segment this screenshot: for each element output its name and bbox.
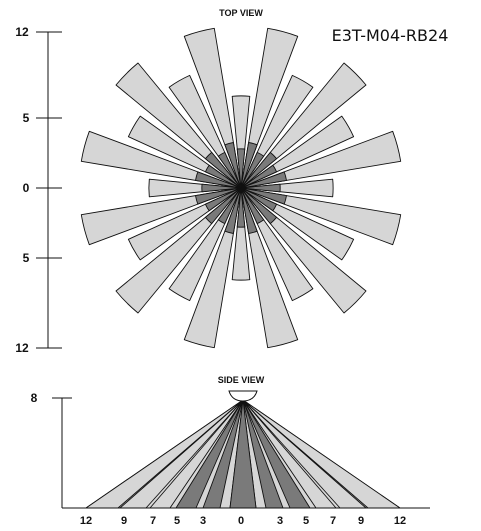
floor-label-9-left: 9 (121, 515, 127, 527)
scale-label-12-top: 12 (15, 25, 29, 39)
outer-zone-wedge-12 (231, 187, 251, 281)
side-label-8: 8 (31, 391, 38, 405)
inner-zone-wedge-19 (195, 171, 242, 189)
inner-zone-wedge-8 (240, 187, 278, 212)
floor-label-3-left: 3 (200, 515, 206, 527)
side-beam-8 (242, 399, 337, 509)
inner-zone-wedge-15 (204, 187, 242, 225)
scale-label-5-bottom: 5 (23, 251, 30, 265)
side-beam-6 (242, 399, 284, 509)
side-beam-4 (202, 399, 244, 509)
scale-label-12-bottom: 12 (15, 341, 29, 355)
inner-zone-wedge-0 (236, 148, 246, 189)
inner-zone-wedge-16 (204, 187, 242, 212)
model-number: E3T-M04-RB24 (332, 26, 449, 45)
floor-label-0: 0 (238, 515, 244, 527)
inner-zone-wedge-22 (217, 151, 242, 189)
inner-zone-wedge-6 (240, 183, 281, 193)
inner-zone-wedge-11 (240, 187, 258, 234)
inner-zone-wedge-5 (240, 171, 287, 189)
floor-label-12-right: 12 (394, 515, 406, 527)
floor-label-12-left: 12 (80, 515, 92, 527)
side-beam-5 (229, 399, 257, 509)
inner-zone-wedge-13 (224, 187, 242, 234)
sensor-dome-icon (228, 390, 258, 402)
outer-zone-wedge-0 (231, 95, 251, 189)
side-beam-2 (149, 399, 244, 509)
inner-zone-wedge-14 (217, 187, 242, 225)
floor-label-7-left: 7 (150, 515, 156, 527)
top-view-pattern (80, 27, 402, 349)
floor-label-5-left: 5 (174, 515, 180, 527)
scale-label-0: 0 (23, 181, 30, 195)
floor-label-5-right: 5 (303, 515, 309, 527)
inner-zone-wedge-23 (224, 142, 242, 189)
inner-zone-wedge-7 (240, 187, 287, 205)
inner-zone-wedge-12 (236, 187, 246, 228)
floor-label-7-right: 7 (330, 515, 336, 527)
scale-label-5-top: 5 (23, 111, 30, 125)
top-view-title: TOP VIEW (219, 8, 263, 18)
outer-zone-wedge-18 (148, 178, 242, 198)
inner-zone-wedge-10 (240, 187, 265, 225)
inner-zone-wedge-3 (240, 151, 278, 189)
top-view-scale: 12 5 0 5 12 (15, 25, 62, 355)
inner-zone-wedge-18 (201, 183, 242, 193)
inner-zone-wedge-2 (240, 151, 265, 189)
floor-label-3-right: 3 (277, 515, 283, 527)
inner-zone-wedge-4 (240, 164, 278, 189)
inner-zone-wedge-9 (240, 187, 278, 225)
outer-zone-wedge-6 (240, 178, 334, 198)
side-beam-1 (119, 399, 244, 509)
side-view-pattern (85, 399, 401, 509)
side-beam-3 (175, 399, 244, 509)
inner-zone-wedge-17 (195, 187, 242, 205)
side-beam-10 (242, 399, 401, 509)
floor-label-9-right: 9 (358, 515, 364, 527)
side-beam-0 (85, 399, 244, 509)
side-view-x-labels: 12 9 7 5 3 0 3 5 7 9 12 (80, 515, 406, 527)
side-beam-7 (242, 399, 311, 509)
inner-zone-wedge-1 (240, 142, 258, 189)
inner-zone-wedge-20 (204, 164, 242, 189)
side-view-title: SIDE VIEW (218, 375, 265, 385)
inner-zone-wedge-21 (204, 151, 242, 189)
